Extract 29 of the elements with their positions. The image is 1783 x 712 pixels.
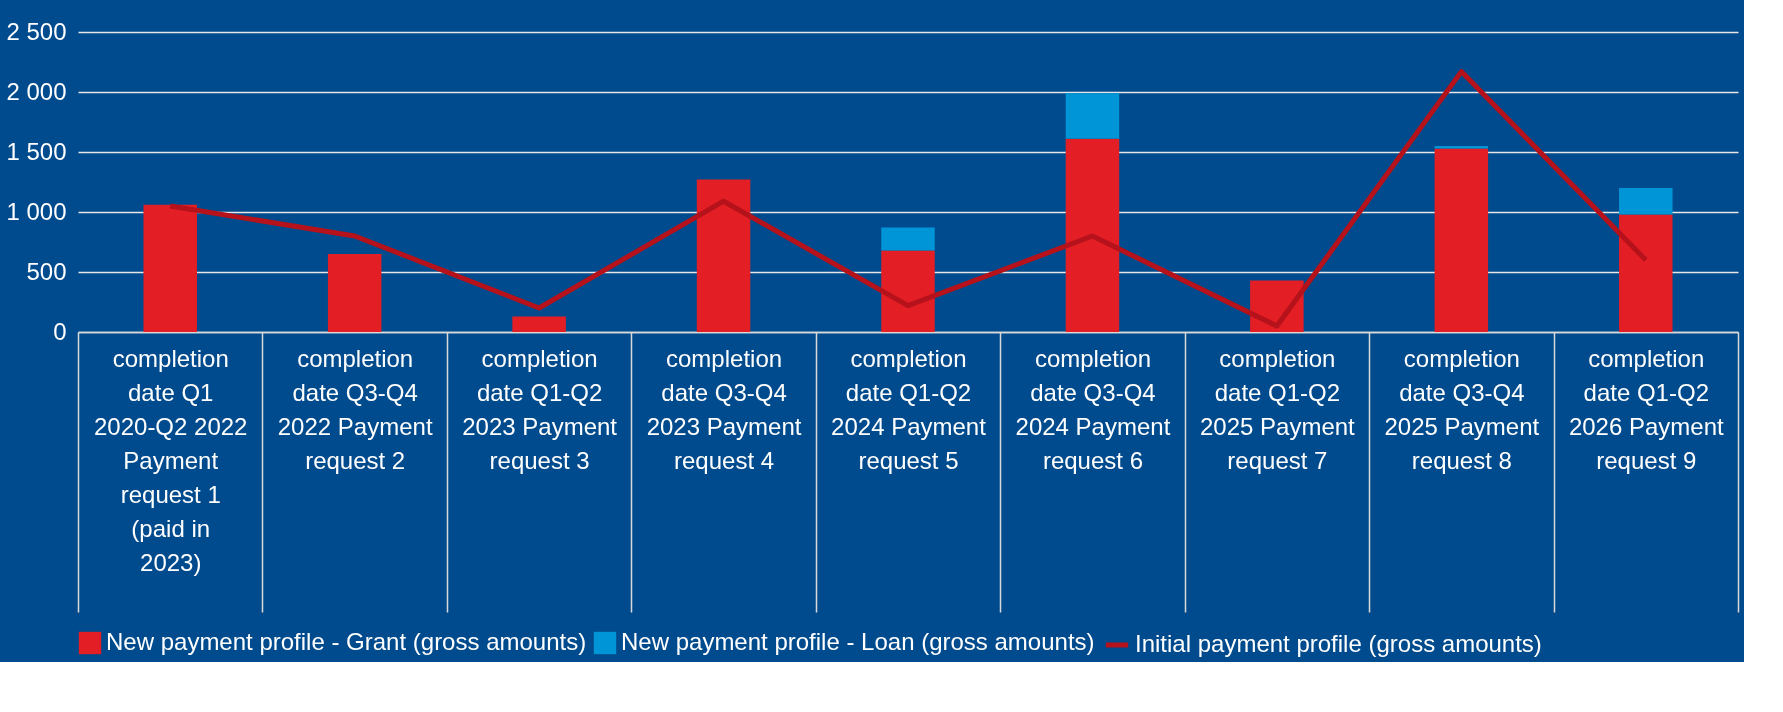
bar (881, 250, 935, 332)
x-tick-label: completion date Q3-Q4 2025 Payment request 8 (1384, 344, 1540, 474)
x-tick-label: completion date Q1 2020-Q2 2022 Payment request 1 (paid in 2023) (93, 344, 248, 576)
x-tick-label: completion date Q1-Q2 2023 Payment request 3 (462, 344, 618, 474)
bar (1065, 138, 1120, 332)
bar (696, 179, 751, 332)
bar (327, 254, 382, 332)
bar (881, 227, 935, 251)
x-tick-label: completion date Q1-Q2 2024 Payment request 5 (831, 344, 987, 474)
y-tick-label: 500 (26, 257, 67, 285)
y-tick-label: 2 500 (6, 17, 67, 45)
bar (512, 316, 566, 332)
legend-label: Initial payment profile (gross amounts) (1135, 630, 1542, 657)
bar (1619, 214, 1673, 332)
y-tick-label: 1 500 (6, 137, 67, 165)
y-tick-label: 2 000 (6, 77, 67, 105)
x-tick-label: completion date Q3-Q4 2023 Payment request 4 (646, 344, 802, 474)
y-tick-label: 1 000 (6, 197, 67, 225)
legend-label: New payment profile - Grant (gross amounts) (106, 628, 587, 655)
bar (1619, 188, 1673, 215)
y-tick-label: 0 (53, 317, 67, 345)
x-tick-label: completion date Q3-Q4 2024 Payment request 6 (1015, 344, 1171, 474)
bar (1434, 148, 1489, 332)
bar (143, 204, 197, 332)
x-tick-label: completion date Q3-Q4 2022 Payment request 2 (277, 344, 433, 474)
x-tick-label: completion date Q1-Q2 2025 Payment request 7 (1200, 344, 1356, 474)
legend-label: New payment profile - Loan (gross amounts) (621, 628, 1095, 655)
x-tick-label: completion date Q1-Q2 2026 Payment request 9 (1568, 344, 1724, 474)
bar (1065, 93, 1120, 139)
